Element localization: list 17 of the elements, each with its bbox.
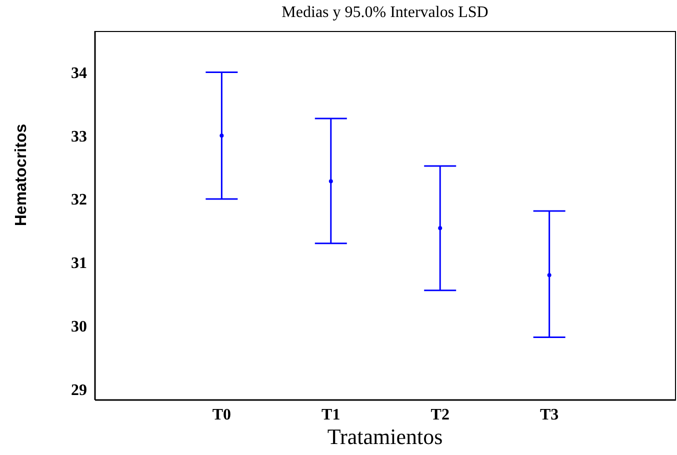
x-tick-label: T3 [540,406,559,424]
point [328,179,333,184]
point [547,273,552,278]
x-axis-title: Tratamientos [326,424,444,450]
x-tick-label: T2 [430,406,450,424]
x-tick-label: T0 [212,406,232,424]
x-tick-label: T1 [322,406,340,424]
y-tick-label: 31 [71,255,87,272]
y-tick-label: 33 [71,128,87,146]
y-axis-title: Hematocritos [13,124,31,226]
y-tick-label: 32 [71,192,87,209]
chart-title: Medias y 95.0% Intervalos LSD [280,4,490,22]
y-tick-label: 34 [71,64,87,82]
y-tick-label: 29 [71,382,87,399]
y-tick-label: 30 [71,318,87,336]
point [220,134,224,138]
point [438,226,442,230]
